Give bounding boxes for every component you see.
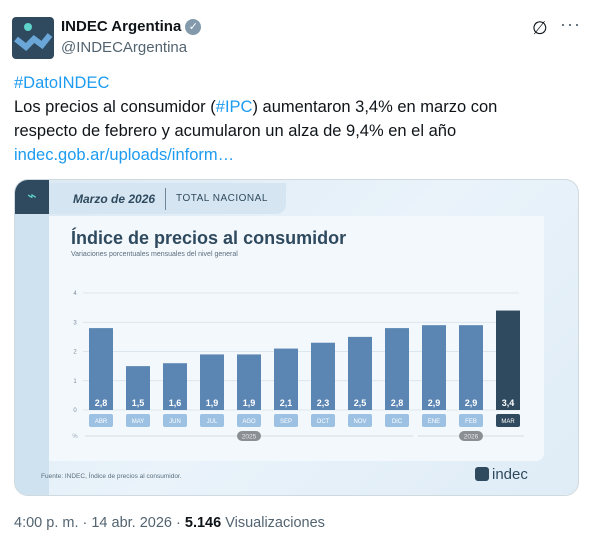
y-tick-label: 4 — [73, 291, 77, 297]
month-label: MAY — [132, 419, 145, 425]
month-label: JUL — [207, 419, 218, 425]
bar-value-label: 1,9 — [243, 398, 256, 408]
bar — [422, 325, 446, 410]
source-note: Fuente: INDEC, Índice de precios al cons… — [41, 473, 182, 480]
divider — [165, 187, 167, 210]
month-label: ABR — [95, 419, 108, 425]
y-tick-label: 2 — [73, 350, 77, 356]
bar — [274, 348, 298, 410]
bar-value-label: 3,4 — [502, 398, 515, 408]
tweet-link[interactable]: indec.gob.ar/uploads/inform… — [14, 146, 235, 164]
bar-value-label: 2,9 — [465, 398, 478, 408]
month-label-bg — [237, 414, 261, 427]
bar — [163, 363, 187, 410]
hashtag-datoindec[interactable]: #DatoINDEC — [14, 74, 110, 92]
bar-value-label: 2,1 — [280, 398, 293, 408]
bar — [311, 342, 335, 410]
month-label: ENE — [428, 419, 440, 425]
month-label: SEP — [280, 419, 292, 425]
indec-logo-icon — [475, 467, 489, 481]
sidebar-decoration — [15, 180, 49, 495]
header-tab: Marzo de 2026 TOTAL NACIONAL — [49, 183, 286, 214]
month-label: JUN — [169, 419, 181, 425]
y-tick-label: 3 — [73, 320, 77, 326]
month-label-bg — [422, 414, 446, 427]
more-options-icon[interactable]: ··· — [560, 14, 581, 34]
bar-value-label: 2,5 — [354, 398, 367, 408]
chart-title: Índice de precios al consumidor — [71, 228, 347, 248]
y-axis-label: % — [72, 434, 78, 440]
bar — [89, 328, 113, 410]
month-label-bg — [348, 414, 372, 427]
month-label: DIC — [392, 419, 403, 425]
month-label: FEB — [465, 419, 477, 425]
bar — [126, 366, 150, 410]
tweet-text-line-1: Los precios al consumidor (#IPC) aumenta… — [14, 95, 497, 119]
views-label: Visualizaciones — [221, 515, 325, 531]
scope-label: TOTAL NACIONAL — [176, 193, 268, 204]
year-badge — [237, 431, 261, 441]
month-label-bg — [385, 414, 409, 427]
bar — [200, 354, 224, 410]
month-label-bg — [496, 414, 520, 427]
bar-value-label: 1,5 — [132, 398, 145, 408]
y-tick-label: 0 — [73, 408, 77, 414]
bar-value-label: 2,9 — [428, 398, 441, 408]
bar-value-label: 1,6 — [169, 398, 182, 408]
month-label: OCT — [317, 419, 330, 425]
bar — [385, 328, 409, 410]
chart-panel: Índice de precios al consumidor Variacio… — [49, 216, 544, 461]
chart-subtitle: Variaciones porcentuales mensuales del n… — [71, 251, 238, 258]
year-label: 2025 — [242, 434, 257, 441]
price-tag-icon: ⌁ — [15, 180, 49, 214]
bar — [496, 310, 520, 410]
bar — [237, 354, 261, 410]
month-label-bg — [126, 414, 150, 427]
verified-badge-icon: ✓ — [185, 19, 202, 35]
bar — [459, 325, 483, 410]
timestamp[interactable]: 4:00 p. m. · 14 abr. 2026 · — [14, 515, 185, 531]
tweet-meta: 4:00 p. m. · 14 abr. 2026 · 5.146 Visual… — [14, 515, 325, 531]
tweet-text-line-2: respecto de febrero y acumularon un alza… — [14, 122, 457, 140]
bar — [348, 336, 372, 410]
month-label: AGO — [242, 419, 256, 425]
indec-logo: indec — [475, 466, 528, 483]
y-tick-label: 1 — [73, 379, 77, 385]
month-label: NOV — [353, 419, 366, 425]
tweet-image[interactable]: ⌁ Marzo de 2026 TOTAL NACIONAL Índice de… — [14, 179, 579, 496]
bar-value-label: 2,8 — [95, 398, 108, 408]
display-name[interactable]: INDEC Argentina — [61, 18, 182, 35]
hashtag-ipc[interactable]: #IPC — [215, 98, 253, 116]
year-label: 2026 — [464, 434, 479, 441]
month-label-bg — [274, 414, 298, 427]
month-label-bg — [89, 414, 113, 427]
grok-icon[interactable]: ∅ — [532, 18, 548, 38]
month-label-bg — [200, 414, 224, 427]
year-badge — [459, 431, 483, 441]
text: ) aumentaron 3,4% en marzo con — [252, 98, 498, 116]
text: Los precios al consumidor ( — [14, 98, 216, 116]
bar-value-label: 2,3 — [317, 398, 330, 408]
month-label: MAR — [501, 419, 515, 425]
user-name-row: INDEC Argentina ✓ — [61, 18, 202, 36]
month-label-bg — [311, 414, 335, 427]
avatar[interactable] — [12, 17, 54, 59]
bar-value-label: 2,8 — [391, 398, 404, 408]
bar-value-label: 1,9 — [206, 398, 219, 408]
logo-text: indec — [492, 466, 528, 483]
user-handle[interactable]: @INDECArgentina — [61, 39, 188, 56]
view-count: 5.146 — [184, 515, 222, 531]
month-label-bg — [163, 414, 187, 427]
bar-chart: 0 1 2 3 4% 2,8 ABR 1,5 MAY 1,6 JUN 1,9 JUL 1,9 AGO 2,1 S… — [72, 291, 524, 441]
month-label-bg — [459, 414, 483, 427]
month-label: Marzo de 2026 — [73, 191, 156, 206]
